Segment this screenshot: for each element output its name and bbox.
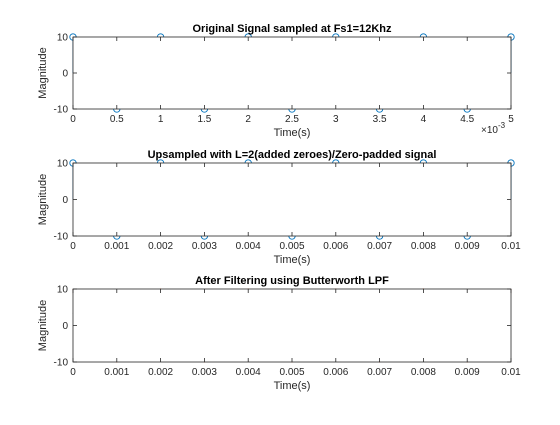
x-tick-label: 1.5 (197, 114, 211, 125)
x-tick-label: 0.006 (323, 241, 348, 252)
x-exponent-base: ×10 (481, 125, 498, 136)
x-tick-label: 0.002 (148, 241, 173, 252)
x-tick-label: 0.004 (236, 367, 261, 378)
x-tick-label: 0.008 (411, 367, 436, 378)
x-tick-label: 0 (70, 367, 76, 378)
x-tick-label: 0.005 (279, 241, 304, 252)
x-tick-label: 0.005 (279, 367, 304, 378)
y-tick-label: -10 (54, 358, 69, 369)
axes-box (72, 36, 512, 110)
x-tick-label: 0 (70, 241, 76, 252)
chart-title: Original Signal sampled at Fs1=12Khz (193, 23, 392, 35)
y-tick-label: -10 (54, 232, 69, 243)
subplot-2: 0 0.001 0.002 0.003 0.004 0.005 0.006 0.007 0.00… (37, 149, 521, 266)
chart-title: Upsampled with L=2(added zeroes)/Zero-pa… (148, 149, 437, 161)
x-tick-label: 0.006 (323, 367, 348, 378)
x-tick-label: 0.007 (367, 367, 392, 378)
x-tick-label: 0.008 (411, 241, 436, 252)
x-tick-label: 3 (333, 114, 339, 125)
y-tick-label: 10 (57, 159, 69, 170)
chart-title: After Filtering using Butterworth LPF (195, 275, 389, 287)
y-tick-label: 10 (57, 285, 69, 296)
x-axis-label: Time(s) (274, 127, 311, 139)
x-tick-label: 0.001 (104, 367, 129, 378)
x-exponent-label: ×10-3 (481, 121, 506, 136)
x-exponent-power: -3 (498, 121, 506, 130)
y-tick-label: 0 (62, 69, 68, 80)
axes-box (72, 162, 512, 237)
x-tick-label: 0 (70, 114, 76, 125)
y-axis-label: Magnitude (37, 300, 49, 351)
x-tick-label: 0.01 (501, 241, 521, 252)
x-tick-label: 0.003 (192, 367, 217, 378)
x-tick-label: 2 (245, 114, 251, 125)
x-tick-label: 0.009 (455, 367, 480, 378)
subplot-3: 0 0.001 0.002 0.003 0.004 0.005 0.006 0.007 0.00… (37, 275, 521, 392)
y-tick-label: -10 (54, 105, 69, 116)
x-tick-label: 4.5 (460, 114, 474, 125)
x-tick-label: 4 (421, 114, 427, 125)
x-tick-label: 3.5 (373, 114, 387, 125)
y-tick-label: 10 (57, 33, 69, 44)
x-tick-label: 0.01 (501, 367, 521, 378)
x-tick-label: 0.009 (455, 241, 480, 252)
x-axis-label: Time(s) (274, 380, 311, 392)
x-axis-label: Time(s) (274, 254, 311, 266)
y-tick-label: 0 (62, 195, 68, 206)
x-tick-label: 0.002 (148, 367, 173, 378)
x-tick-label: 0.004 (236, 241, 261, 252)
y-axis-label: Magnitude (37, 174, 49, 225)
x-tick-label: 0.001 (104, 241, 129, 252)
axes-box (72, 288, 512, 363)
x-tick-label: 0.003 (192, 241, 217, 252)
y-axis-label: Magnitude (37, 47, 49, 98)
x-tick-label: 1 (158, 114, 164, 125)
x-tick-label: 2.5 (285, 114, 299, 125)
y-tick-label: 0 (62, 321, 68, 332)
x-tick-label: 0.5 (110, 114, 124, 125)
x-tick-label: 5 (508, 114, 514, 125)
x-tick-label: 0.007 (367, 241, 392, 252)
